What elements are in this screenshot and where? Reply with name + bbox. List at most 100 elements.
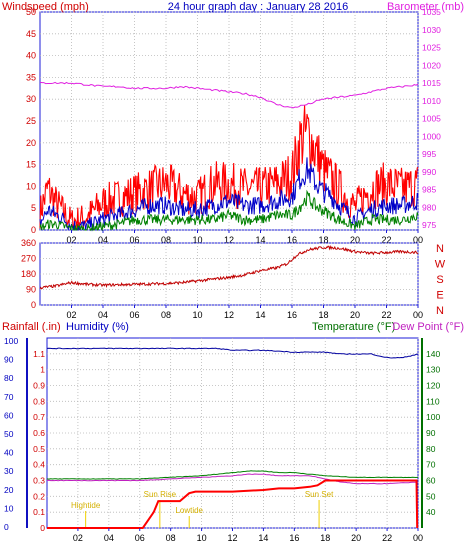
wind-x-tick-label: 20 bbox=[350, 235, 360, 245]
direction-x-tick-label: 08 bbox=[161, 310, 171, 320]
barometer-tick-label: 1010 bbox=[422, 96, 441, 106]
humidity-tick-label: 100 bbox=[4, 336, 18, 346]
compass-label: W bbox=[435, 259, 446, 271]
wind-x-tick-label: 06 bbox=[129, 235, 139, 245]
compass-label: E bbox=[436, 290, 443, 302]
compass-label: N bbox=[436, 305, 444, 317]
rainfall-tick-label: 0.4 bbox=[33, 460, 45, 470]
rainfall-tick-label: 0.9 bbox=[33, 381, 45, 391]
windspeed-tick-label: 30 bbox=[26, 94, 36, 104]
humidity-tick-label: 70 bbox=[4, 392, 14, 402]
rain-x-tick-label: 22 bbox=[382, 533, 392, 543]
windspeed-tick-label: 40 bbox=[26, 51, 36, 61]
compass-label: N bbox=[436, 243, 444, 255]
direction-x-tick-label: 18 bbox=[318, 310, 328, 320]
direction-x-tick-label: 12 bbox=[224, 310, 234, 320]
barometer-tick-label: 995 bbox=[422, 149, 436, 159]
rainfall-tick-label: 0.8 bbox=[33, 396, 45, 406]
direction-x-tick-label: 10 bbox=[192, 310, 202, 320]
humidity-tick-label: 40 bbox=[4, 448, 14, 458]
rain-x-tick-label: 20 bbox=[351, 533, 361, 543]
dewpoint-axis-label: Dew Point (°F) bbox=[392, 321, 464, 333]
wind-x-tick-label: 02 bbox=[66, 235, 76, 245]
event-label: Sun Set bbox=[305, 490, 334, 499]
rainfall-tick-label: 0.3 bbox=[33, 476, 45, 486]
temperature-tick-label: 120 bbox=[426, 381, 440, 391]
wind-x-tick-label: 16 bbox=[287, 235, 297, 245]
temperature-tick-label: 50 bbox=[426, 491, 436, 501]
direction-x-tick-label: 06 bbox=[129, 310, 139, 320]
temperature-axis-label: Temperature (°F) bbox=[312, 321, 395, 333]
humidity-line bbox=[46, 347, 419, 359]
temperature-tick-label: 70 bbox=[426, 460, 436, 470]
barometer-tick-label: 1020 bbox=[422, 60, 441, 70]
rainfall-tick-label: 1 bbox=[40, 365, 45, 375]
rain-x-tick-label: 12 bbox=[227, 533, 237, 543]
windspeed-tick-label: 50 bbox=[26, 7, 36, 17]
barometer-tick-label: 985 bbox=[422, 185, 436, 195]
rainfall-tick-label: 0.5 bbox=[33, 444, 45, 454]
temperature-tick-label: 140 bbox=[426, 349, 440, 359]
wind-x-tick-label: 08 bbox=[161, 235, 171, 245]
rain-x-tick-label: 02 bbox=[73, 533, 83, 543]
rainfall-tick-label: 0.6 bbox=[33, 428, 45, 438]
humidity-tick-label: 10 bbox=[4, 503, 14, 513]
rain-x-tick-label: 14 bbox=[258, 533, 268, 543]
humidity-tick-label: 80 bbox=[4, 373, 14, 383]
wind-x-tick-label: 12 bbox=[224, 235, 234, 245]
barometer-tick-label: 1025 bbox=[422, 43, 441, 53]
temperature-tick-label: 100 bbox=[426, 412, 440, 422]
event-label: Hightide bbox=[71, 501, 101, 510]
dewpoint-line bbox=[46, 473, 418, 485]
rain-x-tick-label: 18 bbox=[320, 533, 330, 543]
temperature-tick-label: 90 bbox=[426, 428, 436, 438]
direction-x-tick-label: 14 bbox=[255, 310, 265, 320]
barometer-tick-label: 980 bbox=[422, 202, 436, 212]
rainfall-tick-label: 0 bbox=[40, 523, 45, 533]
wind-x-tick-label: 04 bbox=[98, 235, 108, 245]
wind-direction-line bbox=[39, 244, 419, 290]
direction-x-tick-label: 22 bbox=[381, 310, 391, 320]
graph-title: 24 hour graph day : January 28 2016 bbox=[168, 1, 348, 13]
event-label: Sun Rise bbox=[144, 490, 177, 499]
windspeed-tick-label: 15 bbox=[26, 160, 36, 170]
temperature-line bbox=[46, 470, 419, 480]
direction-x-tick-label: 04 bbox=[98, 310, 108, 320]
windspeed-axis-label: Windspeed (mph) bbox=[2, 1, 89, 13]
direction-tick-label: 90 bbox=[26, 285, 36, 295]
humidity-tick-label: 30 bbox=[4, 466, 14, 476]
rain-x-tick-label: 00 bbox=[413, 533, 423, 543]
windspeed-tick-label: 45 bbox=[26, 29, 36, 39]
temperature-tick-label: 40 bbox=[426, 507, 436, 517]
barometer-axis-label: Barometer (mb) bbox=[387, 1, 464, 13]
wind-x-tick-label: 00 bbox=[413, 235, 423, 245]
barometer-tick-label: 1015 bbox=[422, 78, 441, 88]
direction-x-tick-label: 20 bbox=[350, 310, 360, 320]
direction-x-tick-label: 02 bbox=[66, 310, 76, 320]
barometer-tick-label: 1030 bbox=[422, 25, 441, 35]
rainfall-axis-label: Rainfall (.in) bbox=[2, 321, 61, 333]
humidity-tick-label: 90 bbox=[4, 355, 14, 365]
direction-x-tick-label: 16 bbox=[287, 310, 297, 320]
rain-x-tick-label: 04 bbox=[104, 533, 114, 543]
direction-tick-label: 270 bbox=[21, 254, 36, 264]
rainfall-line bbox=[47, 479, 419, 529]
compass-label: S bbox=[436, 274, 443, 286]
windspeed-tick-label: 0 bbox=[31, 225, 36, 235]
windspeed-tick-label: 35 bbox=[26, 72, 36, 82]
direction-x-tick-label: 00 bbox=[413, 310, 423, 320]
humidity-tick-label: 60 bbox=[4, 410, 14, 420]
temperature-tick-label: 110 bbox=[426, 396, 440, 406]
direction-tick-label: 0 bbox=[31, 300, 36, 310]
direction-tick-label: 180 bbox=[21, 269, 36, 279]
windspeed-tick-label: 20 bbox=[26, 138, 36, 148]
barometer-tick-label: 1000 bbox=[422, 131, 441, 141]
windspeed-tick-label: 25 bbox=[26, 116, 36, 126]
humidity-axis-label: Humidity (%) bbox=[66, 321, 129, 333]
windspeed-line bbox=[39, 105, 419, 231]
barometer-tick-label: 1035 bbox=[422, 7, 441, 17]
barometer-line bbox=[39, 81, 419, 109]
direction-tick-label: 360 bbox=[21, 238, 36, 248]
